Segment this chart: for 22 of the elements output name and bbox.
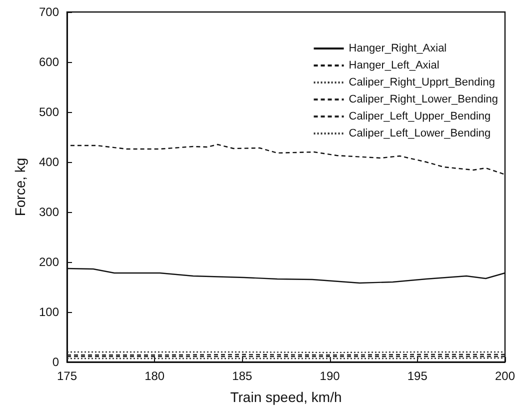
y-tick-label: 0 — [52, 355, 60, 369]
y-tick-label: 200 — [38, 255, 60, 269]
y-tick-label: 700 — [38, 5, 60, 19]
legend-label: Caliper_Right_Lower_Bending — [348, 94, 498, 106]
legend-label: Caliper_Left_Lower_Bending — [348, 128, 491, 140]
y-axis-title: Force, kg — [12, 158, 28, 216]
y-tick-label: 100 — [38, 305, 60, 319]
x-tick-label: 200 — [494, 369, 516, 383]
x-axis-title: Train speed, km/h — [230, 389, 342, 405]
legend-label: Caliper_Right_Upprt_Bending — [348, 76, 495, 88]
legend-label: Caliper_Left_Upper_Bending — [348, 110, 491, 122]
y-tick-label: 300 — [38, 205, 60, 219]
x-tick-label: 190 — [320, 369, 340, 383]
y-tick-label: 500 — [38, 105, 60, 119]
legend-label: Hanger_Left_Axial — [348, 60, 440, 72]
y-tick-label: 400 — [38, 155, 60, 169]
x-tick-label: 185 — [232, 369, 253, 383]
y-tick-label: 600 — [38, 55, 60, 69]
x-tick-label: 180 — [144, 369, 165, 383]
x-tick-label: 195 — [407, 369, 428, 383]
x-tick-label: 175 — [56, 369, 78, 383]
legend-label: Hanger_Right_Axial — [348, 42, 447, 54]
